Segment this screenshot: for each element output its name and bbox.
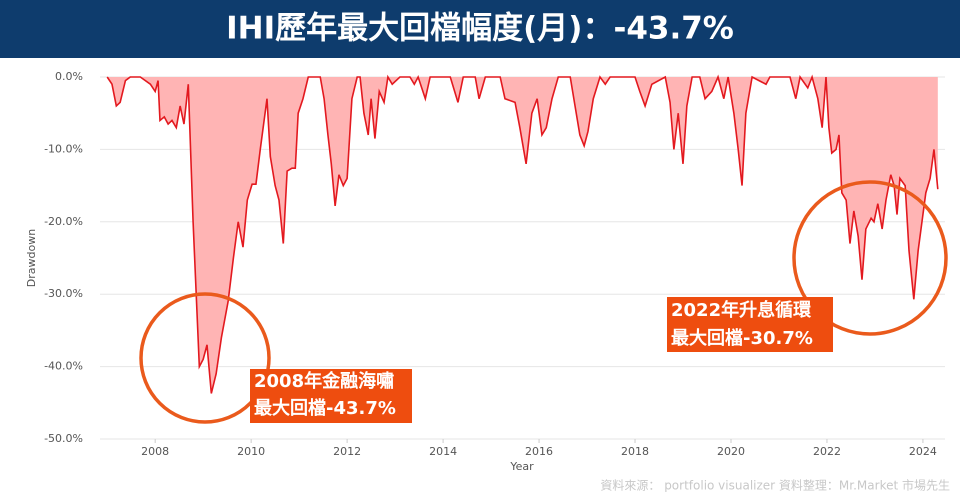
y-tick-label: 0.0% — [55, 70, 83, 83]
annotation: 2022年升息循環 — [671, 299, 812, 321]
annotation-box — [667, 297, 833, 352]
x-tick-label: 2010 — [237, 445, 265, 458]
annotation: 2008年金融海嘯 — [254, 370, 394, 392]
y-tick-label: -40.0% — [44, 360, 83, 373]
annotation-box — [250, 369, 412, 423]
y-tick-label: -10.0% — [44, 142, 83, 155]
x-tick-label: 2018 — [621, 445, 649, 458]
highlight-circle — [139, 292, 271, 424]
x-tick-label: 2016 — [525, 445, 553, 458]
drawdown-line — [106, 74, 939, 394]
highlight-circle — [792, 180, 948, 336]
x-tick-label: 2014 — [429, 445, 457, 458]
source-note: 資料來源： portfolio visualizer 資料整理：Mr.Marke… — [600, 478, 950, 493]
annotation: 最大回檔-30.7% — [671, 327, 813, 349]
y-tick-label: -20.0% — [44, 215, 83, 228]
x-tick-label: 2020 — [717, 445, 745, 458]
x-tick-label: 2012 — [333, 445, 361, 458]
chart-title: IHI歷年最大回檔幅度(月)：-43.7% — [226, 11, 734, 47]
y-axis-label: Drawdown — [25, 229, 38, 287]
x-tick-label: 2008 — [141, 445, 169, 458]
header-bar — [0, 0, 960, 58]
y-tick-label: -30.0% — [44, 287, 83, 300]
x-tick-label: 2022 — [813, 445, 841, 458]
annotation: 最大回檔-43.7% — [254, 397, 396, 419]
y-tick-label: -50.0% — [44, 432, 83, 445]
x-axis-label: Year — [509, 460, 534, 473]
x-tick-label: 2024 — [909, 445, 937, 458]
